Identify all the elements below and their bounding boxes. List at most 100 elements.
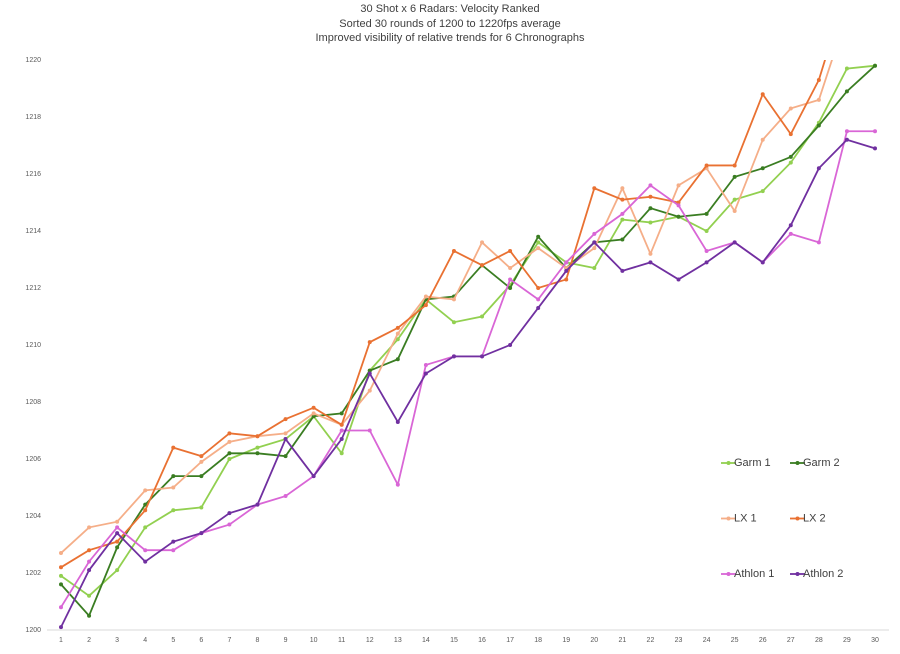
chart-title: 30 Shot x 6 Radars: Velocity Ranked xyxy=(360,3,539,15)
data-point xyxy=(255,451,260,456)
data-point xyxy=(171,539,176,544)
data-point xyxy=(423,294,428,299)
data-point xyxy=(87,525,92,530)
data-point xyxy=(143,525,148,530)
data-point xyxy=(480,314,485,319)
data-point xyxy=(788,106,793,111)
legend-marker xyxy=(726,572,731,576)
data-point xyxy=(536,297,541,302)
data-point xyxy=(704,163,709,168)
data-point xyxy=(59,582,63,587)
data-point xyxy=(816,97,821,102)
data-point xyxy=(367,371,372,376)
data-point xyxy=(536,246,541,251)
data-point xyxy=(87,548,92,553)
data-point xyxy=(143,488,148,493)
data-point xyxy=(564,268,569,273)
x-tick-label: 30 xyxy=(871,637,879,644)
data-point xyxy=(508,277,513,282)
data-point xyxy=(788,160,793,165)
data-point xyxy=(845,12,849,16)
data-point xyxy=(480,263,485,268)
data-point xyxy=(115,539,120,544)
data-point xyxy=(648,194,653,199)
x-tick-label: 18 xyxy=(534,637,542,644)
data-point xyxy=(564,260,569,265)
y-tick-label: 1202 xyxy=(25,570,41,577)
data-point xyxy=(620,197,625,202)
data-point xyxy=(873,1,877,5)
x-tick-label: 14 xyxy=(422,637,430,644)
data-point xyxy=(760,189,765,194)
y-tick-label: 1206 xyxy=(25,456,41,463)
data-point xyxy=(115,525,120,530)
data-point xyxy=(423,371,428,376)
data-point xyxy=(227,522,232,527)
x-tick-label: 7 xyxy=(227,637,231,644)
data-point xyxy=(873,129,877,134)
legend-marker xyxy=(726,516,731,521)
x-tick-label: 15 xyxy=(450,637,458,644)
x-tick-label: 10 xyxy=(310,637,318,644)
legend-marker xyxy=(795,516,800,521)
data-point xyxy=(788,154,793,159)
chart-subtitle: Sorted 30 rounds of 1200 to 1220fps aver… xyxy=(339,18,560,30)
data-point xyxy=(227,457,232,461)
x-tick-label: 5 xyxy=(171,637,175,644)
data-point xyxy=(704,229,709,233)
data-point xyxy=(873,63,877,68)
data-point xyxy=(508,266,513,271)
data-point xyxy=(536,234,541,239)
legend-label: Athlon 1 xyxy=(734,568,774,580)
data-point xyxy=(732,240,737,245)
data-point xyxy=(395,419,400,424)
x-tick-label: 25 xyxy=(731,637,739,644)
data-point xyxy=(760,166,765,171)
x-tick-label: 21 xyxy=(618,637,626,644)
data-point xyxy=(143,508,148,513)
data-point xyxy=(844,66,849,71)
data-point xyxy=(592,240,597,245)
data-point xyxy=(227,431,232,436)
data-point xyxy=(199,474,204,479)
data-point xyxy=(648,206,653,211)
data-point xyxy=(171,445,176,450)
data-point xyxy=(451,320,456,325)
data-point xyxy=(115,531,120,536)
legend-label: LX 2 xyxy=(803,512,826,524)
x-tick-label: 19 xyxy=(562,637,570,644)
data-point xyxy=(760,137,765,142)
x-tick-label: 27 xyxy=(787,637,795,644)
y-tick-label: 1212 xyxy=(25,285,41,292)
data-point xyxy=(704,211,709,216)
x-tick-label: 22 xyxy=(647,637,655,644)
data-point xyxy=(59,625,63,630)
x-tick-label: 16 xyxy=(478,637,486,644)
y-tick-label: 1216 xyxy=(25,171,41,178)
y-tick-label: 1214 xyxy=(25,228,41,235)
x-tick-label: 12 xyxy=(366,637,374,644)
data-point xyxy=(115,519,120,524)
data-point xyxy=(171,474,176,479)
data-point xyxy=(704,248,709,253)
data-point xyxy=(732,163,737,168)
data-point xyxy=(620,268,625,273)
data-point xyxy=(199,505,204,510)
data-point xyxy=(143,559,148,564)
data-point xyxy=(255,445,260,450)
x-tick-label: 13 xyxy=(394,637,402,644)
data-point xyxy=(816,240,821,245)
data-point xyxy=(788,132,793,137)
data-point xyxy=(788,231,793,236)
y-tick-label: 1210 xyxy=(25,342,41,349)
data-point xyxy=(87,593,92,598)
legend-label: LX 1 xyxy=(734,512,757,524)
data-point xyxy=(760,260,765,265)
data-point xyxy=(620,237,625,242)
data-point xyxy=(87,559,92,564)
data-point xyxy=(59,573,63,578)
data-point xyxy=(676,200,681,205)
data-point xyxy=(171,548,176,553)
series-line xyxy=(60,60,833,554)
data-point xyxy=(395,337,400,342)
